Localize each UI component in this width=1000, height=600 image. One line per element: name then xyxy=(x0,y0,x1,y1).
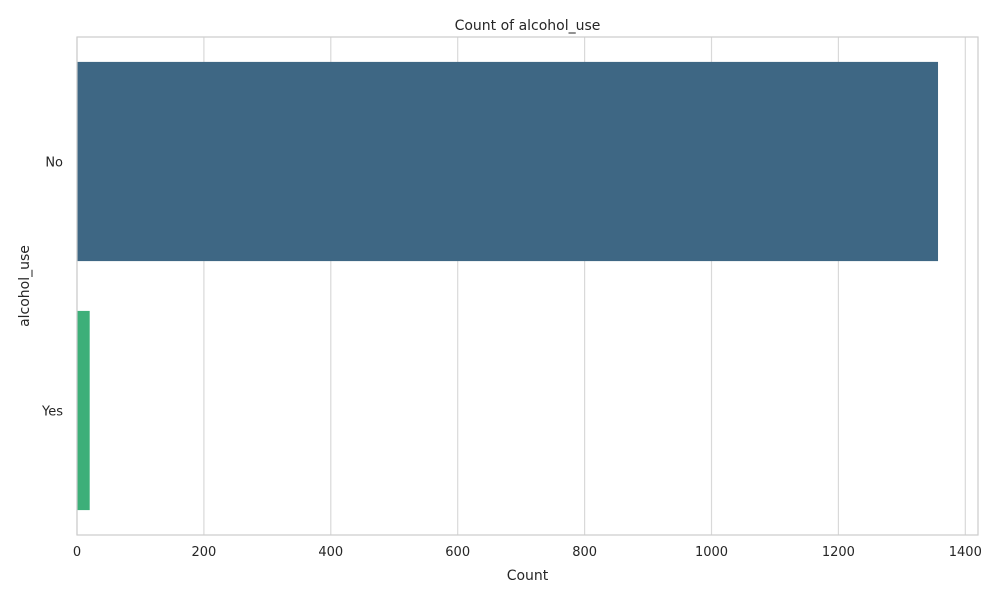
x-axis-label: Count xyxy=(507,568,549,584)
x-tick-labels: 0 200 400 600 800 1000 1200 1400 xyxy=(73,545,982,560)
x-tick-label: 1400 xyxy=(949,545,982,560)
x-tick-label: 200 xyxy=(191,545,216,560)
y-tick-label-yes: Yes xyxy=(41,405,63,420)
x-tick-label: 400 xyxy=(318,545,343,560)
bar-no xyxy=(77,61,939,262)
bars xyxy=(77,61,939,511)
chart-title: Count of alcohol_use xyxy=(455,18,601,34)
x-tick-label: 800 xyxy=(572,545,597,560)
bar-yes xyxy=(77,310,90,511)
x-tick-label: 0 xyxy=(73,545,81,560)
x-tick-label: 600 xyxy=(445,545,470,560)
x-tick-label: 1200 xyxy=(822,545,855,560)
y-tick-label-no: No xyxy=(45,156,63,171)
y-axis-label: alcohol_use xyxy=(17,245,33,327)
plot-frame xyxy=(76,36,979,536)
x-tick-label: 1000 xyxy=(695,545,728,560)
y-tick-labels: No Yes xyxy=(41,156,63,420)
